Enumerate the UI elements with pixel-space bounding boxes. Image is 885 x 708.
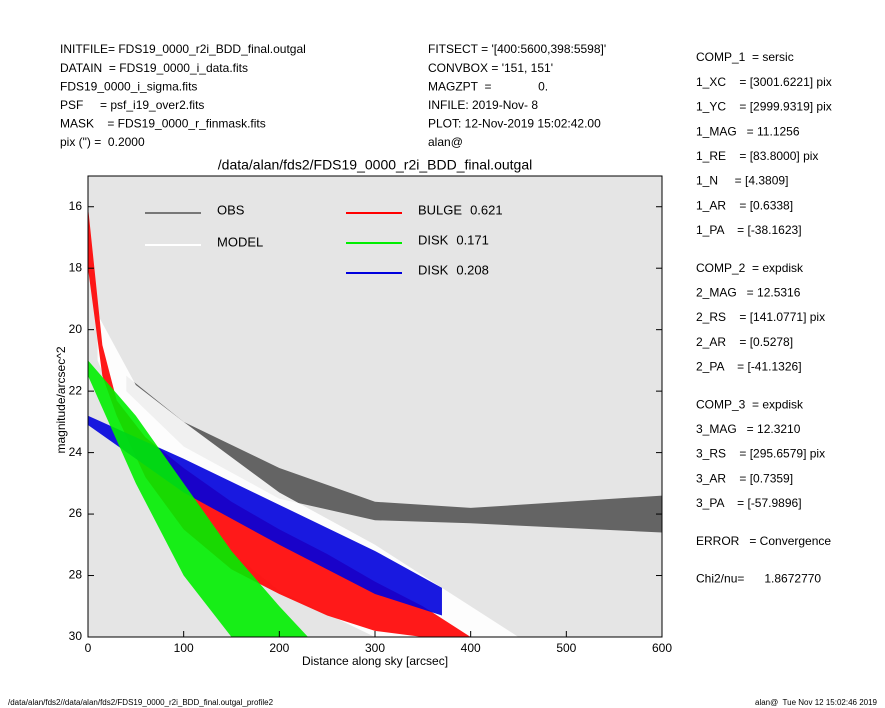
header-middle-line: CONVBOX = '151, 151' — [428, 61, 553, 75]
header-left-line: FDS19_0000_i_sigma.fits — [60, 79, 197, 93]
y-tick-label: 24 — [69, 445, 83, 459]
y-axis-label: magnitude/arcsec^2 — [54, 346, 68, 453]
header-left-line: INITFILE= FDS19_0000_r2i_BDD_final.outga… — [60, 42, 306, 56]
header-left-line: DATAIN = FDS19_0000_i_data.fits — [60, 61, 248, 75]
y-tick-label: 22 — [69, 383, 83, 397]
legend-label: DISK — [418, 262, 449, 277]
fit-parameter: 2_MAG = 12.5316 — [696, 285, 801, 299]
fit-parameter: 2_RS = [141.0771] pix — [696, 310, 825, 324]
x-tick-label: 500 — [556, 641, 576, 655]
x-tick-label: 100 — [174, 641, 194, 655]
legend-fraction: 0.621 — [470, 202, 503, 217]
fit-parameter: 1_N = [4.3809] — [696, 174, 788, 188]
profile-band — [88, 206, 471, 637]
x-tick-label: 200 — [269, 641, 289, 655]
header-middle-line: INFILE: 2019-Nov- 8 — [428, 98, 538, 112]
header-left-line: PSF = psf_i19_over2.fits — [60, 98, 204, 112]
profile-band — [88, 360, 309, 637]
fit-parameter: 1_XC = [3001.6221] pix — [696, 75, 832, 89]
fit-parameter: 2_PA = [-41.1326] — [696, 360, 802, 374]
fit-parameter: 3_RS = [295.6579] pix — [696, 447, 825, 461]
profile-band — [126, 375, 662, 533]
legend-fraction: 0.208 — [456, 262, 489, 277]
fit-parameter: 1_MAG = 11.1256 — [696, 124, 800, 138]
footer-right: alan@ Tue Nov 12 15:02:46 2019 — [755, 698, 878, 707]
fit-parameter: 1_RE = [83.8000] pix — [696, 149, 818, 163]
fit-parameter: 2_AR = [0.5278] — [696, 335, 793, 349]
header-left-line: pix (") = 0.2000 — [60, 135, 145, 149]
x-axis-label: Distance along sky [arcsec] — [302, 654, 448, 668]
fit-parameter: COMP_2 = expdisk — [696, 261, 804, 275]
y-tick-label: 16 — [69, 199, 83, 213]
fit-parameter: COMP_3 = expdisk — [696, 397, 804, 411]
x-tick-label: 0 — [85, 641, 92, 655]
fit-parameter: COMP_1 = sersic — [696, 50, 794, 64]
fit-parameter: 1_YC = [2999.9319] pix — [696, 100, 832, 114]
header-middle-line: PLOT: 12-Nov-2019 15:02:42.00 — [428, 117, 601, 131]
fit-parameter: 1_AR = [0.6338] — [696, 198, 793, 212]
header-middle-line: alan@ — [428, 135, 463, 149]
footer-left: /data/alan/fds2//data/alan/fds2/FDS19_00… — [8, 698, 274, 707]
legend-label: BULGE — [418, 202, 462, 217]
fit-parameter: 1_PA = [-38.1623] — [696, 223, 802, 237]
y-tick-label: 20 — [69, 322, 83, 336]
y-tick-label: 30 — [69, 629, 83, 643]
header-middle-line: MAGZPT = 0. — [428, 79, 548, 93]
legend-label: MODEL — [217, 234, 263, 249]
fit-parameter: ERROR = Convergence — [696, 534, 831, 548]
x-tick-label: 600 — [652, 641, 672, 655]
legend-label: DISK — [418, 232, 449, 247]
fit-parameter: 3_MAG = 12.3210 — [696, 422, 801, 436]
fit-parameter: 3_PA = [-57.9896] — [696, 496, 802, 510]
x-tick-label: 300 — [365, 641, 385, 655]
profile-band — [88, 415, 442, 616]
chart-title: /data/alan/fds2/FDS19_0000_r2i_BDD_final… — [218, 157, 532, 173]
header-left-line: MASK = FDS19_0000_r_finmask.fits — [60, 117, 266, 131]
y-tick-label: 26 — [69, 506, 83, 520]
x-tick-label: 400 — [461, 641, 481, 655]
fit-parameter: Chi2/nu= 1.8672770 — [696, 571, 821, 585]
y-tick-label: 28 — [69, 568, 83, 582]
fit-parameter: 3_AR = [0.7359] — [696, 471, 793, 485]
header-middle-line: FITSECT = '[400:5600,398:5598]' — [428, 42, 606, 56]
legend-fraction: 0.171 — [456, 232, 489, 247]
y-tick-label: 18 — [69, 260, 83, 274]
legend-label: OBS — [217, 202, 245, 217]
